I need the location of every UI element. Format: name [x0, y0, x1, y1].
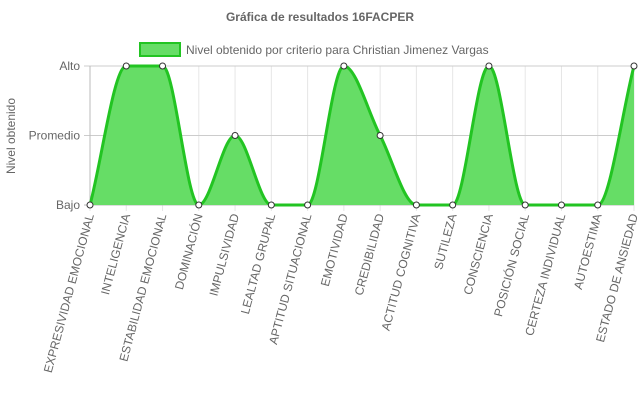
data-point[interactable]	[485, 62, 493, 70]
data-point[interactable]	[412, 201, 420, 209]
y-tick-labels: Bajo Promedio Alto	[29, 59, 81, 212]
x-tick-label: EMOTIVIDAD	[318, 212, 351, 288]
x-tick-labels: EXPRESIVIDAD EMOCIONAL INTELIGENCIAESTABI…	[41, 212, 639, 375]
x-tick-label: EXPRESIVIDAD EMOCIONAL	[41, 212, 97, 374]
x-tick-label: POSICIÓN SOCIAL	[490, 212, 532, 319]
data-points	[86, 62, 638, 209]
data-point[interactable]	[304, 201, 312, 209]
x-tick-label: ACTITUD COGNITIVA	[379, 212, 424, 332]
y-axis-title: Nivel obtenido	[4, 98, 18, 174]
data-point[interactable]	[521, 201, 529, 209]
x-tick-label: CERTEZA INDIVIDUAL	[522, 212, 568, 337]
series-line	[88, 64, 636, 207]
x-tick-label: AUTOESTIMA	[571, 212, 605, 291]
chart-title: Gráfica de resultados 16FACPER	[226, 10, 414, 24]
x-tick-label: IMPULSIVIDAD	[207, 212, 243, 298]
data-point[interactable]	[122, 62, 130, 70]
y-tick-label: Promedio	[29, 129, 81, 143]
data-point[interactable]	[231, 132, 239, 139]
x-tick-label: SUTILEZA	[431, 212, 459, 271]
x-tick-label: CONSCIENCIA	[461, 212, 496, 296]
data-point[interactable]	[594, 201, 602, 209]
data-point[interactable]	[267, 201, 275, 209]
data-point[interactable]	[86, 201, 94, 209]
x-tick-label: LEALTAD GRUPAL	[238, 212, 278, 316]
y-tick-label: Bajo	[56, 198, 80, 212]
data-point[interactable]	[340, 62, 348, 70]
data-point[interactable]	[159, 62, 167, 70]
legend[interactable]: Nivel obtenido por criterio para Christi…	[139, 42, 489, 57]
series-fill	[90, 66, 634, 205]
legend-swatch	[139, 42, 181, 57]
data-point[interactable]	[376, 132, 384, 139]
x-tick-label: INTELIGENCIA	[98, 212, 133, 296]
data-point[interactable]	[630, 62, 638, 70]
data-point[interactable]	[557, 201, 565, 209]
legend-label: Nivel obtenido por criterio para Christi…	[186, 43, 489, 57]
series-area	[88, 64, 636, 207]
data-point[interactable]	[449, 201, 457, 209]
y-tick-label: Alto	[59, 59, 80, 73]
x-tick-label: DOMINACIÓN	[171, 212, 206, 291]
data-point[interactable]	[195, 201, 203, 209]
x-tick-label: CREDIBILIDAD	[352, 212, 387, 297]
